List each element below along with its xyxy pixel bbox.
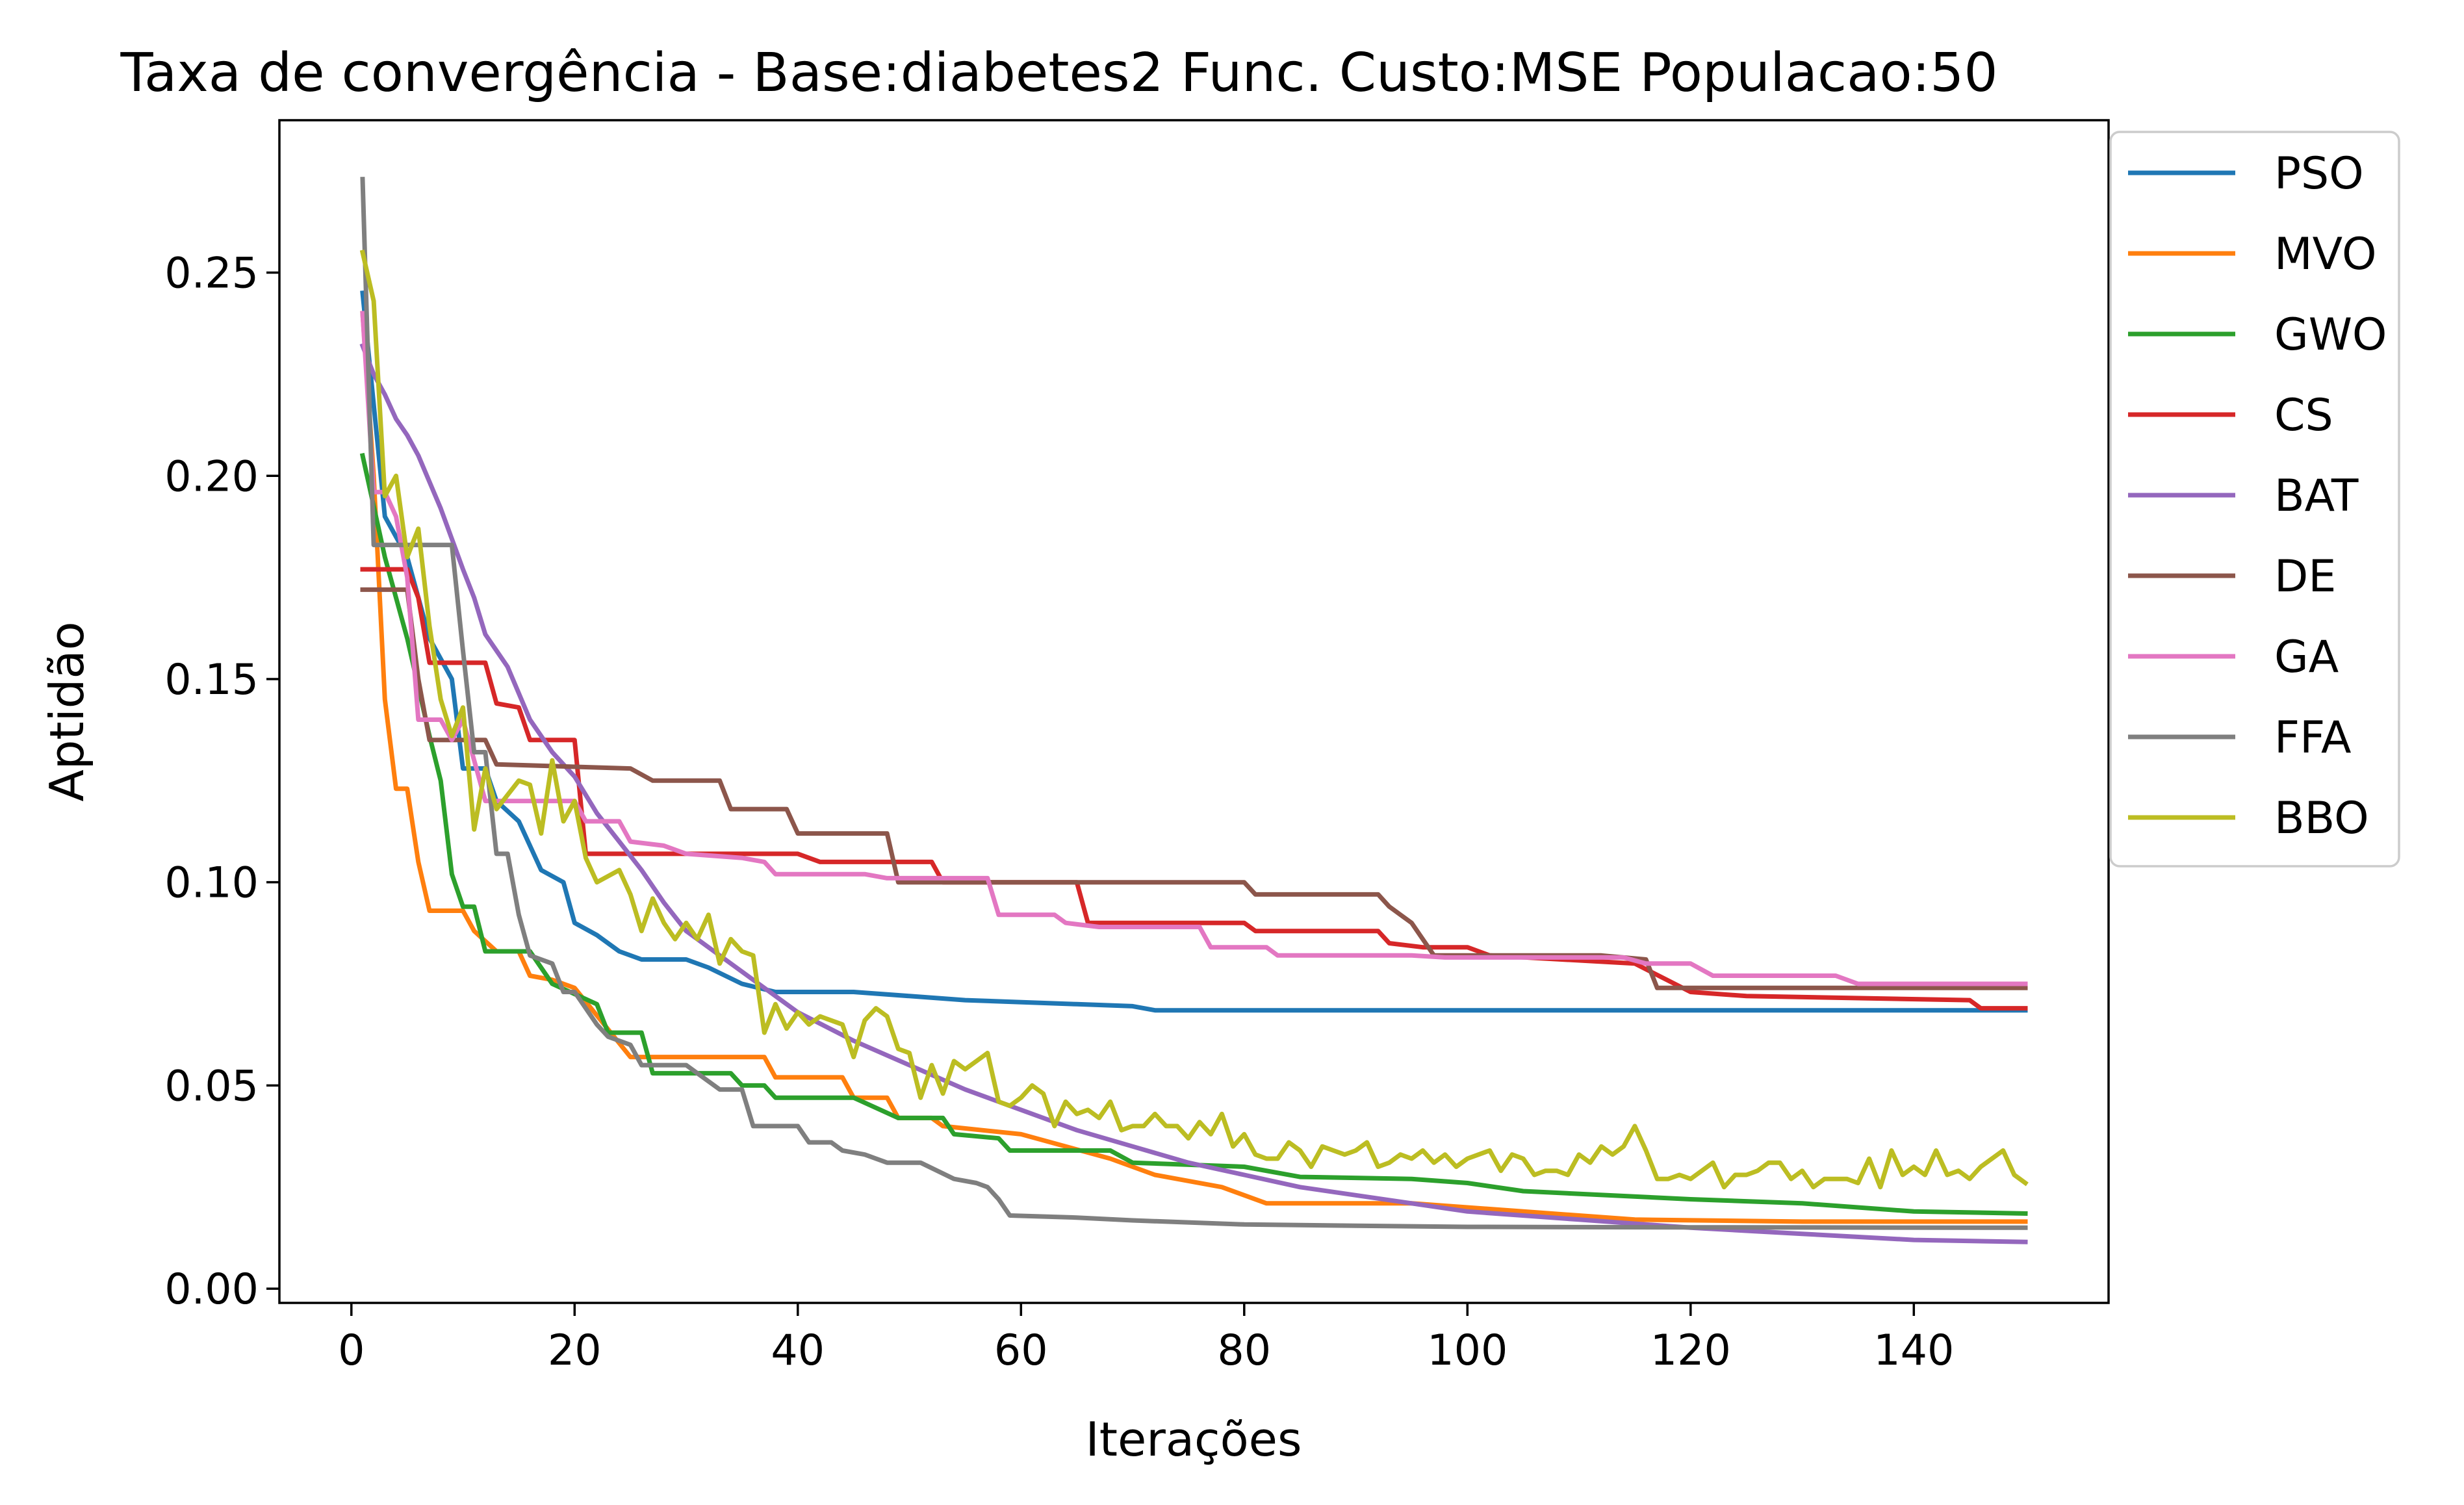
y-tick-label: 0.15 — [164, 656, 259, 704]
x-tick-label: 100 — [1427, 1326, 1508, 1375]
x-tick-label: 120 — [1650, 1326, 1731, 1375]
legend-label-ffa: FFA — [2274, 712, 2352, 764]
plot-frame — [278, 119, 2110, 1304]
y-tick-label: 0.05 — [164, 1062, 259, 1111]
legend-box — [2109, 131, 2400, 868]
legend-label-cs: CS — [2274, 390, 2333, 441]
y-axis: 0.00 0.05 0.10 0.15 0.20 0.25 — [164, 250, 279, 1314]
legend-label-de: DE — [2274, 551, 2336, 602]
legend-label-pso: PSO — [2274, 148, 2364, 199]
y-tick-label: 0.20 — [164, 452, 259, 501]
series-line-bbo — [359, 250, 2029, 1190]
series-line-ffa — [360, 177, 2028, 1230]
series-line-gwo — [359, 452, 2028, 1216]
chart-title: Taxa de convergência - Base:diabetes2 Fu… — [120, 42, 1997, 104]
y-tick-label: 0.10 — [164, 859, 259, 908]
x-tick-label: 20 — [548, 1326, 602, 1375]
x-axis: 0 20 40 60 80 100 120 140 — [338, 1303, 1954, 1375]
series-line-mvo — [360, 311, 2028, 1224]
x-tick-label: 80 — [1217, 1326, 1271, 1375]
y-tick-label: 0.25 — [164, 250, 259, 298]
legend-label-mvo: MVO — [2274, 229, 2377, 280]
legend-label-bbo: BBO — [2274, 793, 2369, 844]
legend-label-ga: GA — [2274, 632, 2339, 683]
plot-area — [278, 119, 2110, 1304]
y-axis-label: Aptidão — [40, 621, 94, 801]
x-tick-label: 0 — [338, 1326, 365, 1375]
series-group — [359, 177, 2029, 1244]
x-tick-label: 140 — [1873, 1326, 1954, 1375]
series-line-pso — [360, 290, 2028, 1013]
x-axis-label: Iterações — [1086, 1412, 1302, 1467]
legend-label-gwo: GWO — [2274, 309, 2387, 361]
x-tick-label: 60 — [994, 1326, 1048, 1375]
x-tick-label: 40 — [771, 1326, 825, 1375]
legend-label-bat: BAT — [2274, 470, 2359, 522]
y-tick-label: 0.00 — [164, 1265, 259, 1314]
legend: PSO MVO GWO CS BAT DE GA FFA BBO — [2109, 131, 2400, 868]
legend-items: PSO MVO GWO CS BAT DE GA FFA BBO — [2128, 148, 2387, 844]
